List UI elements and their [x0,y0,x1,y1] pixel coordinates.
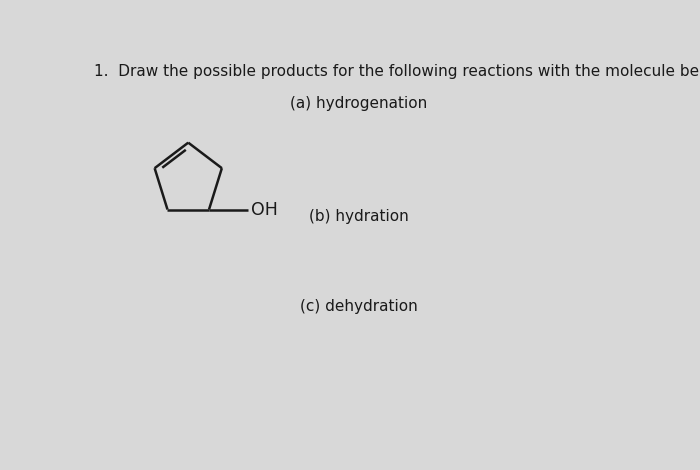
Text: (a) hydrogenation: (a) hydrogenation [290,96,428,111]
Text: (b) hydration: (b) hydration [309,209,409,224]
Text: (c) dehydration: (c) dehydration [300,299,418,314]
Text: OH: OH [251,201,278,219]
Text: 1.  Draw the possible products for the following reactions with the molecule bel: 1. Draw the possible products for the fo… [94,64,700,79]
